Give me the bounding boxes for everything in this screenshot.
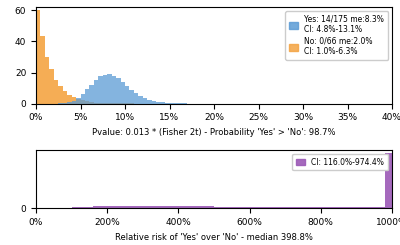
Bar <box>107 103 112 104</box>
Bar <box>134 93 138 104</box>
Bar <box>72 207 79 208</box>
Bar <box>130 90 134 104</box>
Bar <box>349 207 356 208</box>
Bar <box>103 103 107 104</box>
Bar <box>98 76 103 104</box>
Bar <box>143 206 150 208</box>
Bar <box>85 101 89 104</box>
Bar <box>79 207 86 208</box>
Bar <box>107 206 114 208</box>
Bar <box>90 102 94 104</box>
Bar <box>147 99 152 104</box>
Bar <box>36 11 40 104</box>
Bar <box>285 207 292 208</box>
Bar <box>271 207 278 208</box>
Bar <box>170 103 174 104</box>
Bar <box>120 82 125 104</box>
Bar <box>58 86 63 104</box>
Bar <box>90 85 94 104</box>
Bar <box>157 206 164 208</box>
Bar <box>356 207 364 208</box>
Bar <box>138 96 143 104</box>
Bar <box>67 102 72 104</box>
Bar <box>54 80 58 104</box>
Bar <box>80 94 85 104</box>
Bar <box>242 207 250 208</box>
Bar <box>63 91 67 104</box>
Bar <box>207 207 214 208</box>
X-axis label: Pvalue: 0.013 * (Fisher 2t) - Probability 'Yes' > 'No': 98.7%: Pvalue: 0.013 * (Fisher 2t) - Probabilit… <box>92 128 336 137</box>
Bar <box>72 97 76 104</box>
Bar <box>114 206 122 208</box>
Bar <box>86 207 93 208</box>
Bar <box>200 206 207 208</box>
Bar <box>76 98 80 104</box>
Bar <box>85 89 89 104</box>
Bar <box>45 57 49 104</box>
Bar <box>63 103 67 104</box>
Bar <box>221 207 228 208</box>
Bar <box>292 207 300 208</box>
Bar <box>300 207 306 208</box>
Bar <box>72 101 76 104</box>
Bar <box>214 207 221 208</box>
Bar <box>76 99 80 104</box>
Bar <box>116 78 120 104</box>
Bar <box>306 207 314 208</box>
Bar <box>94 103 98 104</box>
Bar <box>228 207 235 208</box>
Bar <box>193 206 200 208</box>
Bar <box>125 86 130 104</box>
Bar <box>136 206 143 208</box>
Bar <box>364 207 371 208</box>
Bar <box>152 101 156 104</box>
Bar <box>161 102 165 104</box>
Bar <box>335 207 342 208</box>
Bar <box>40 36 45 104</box>
Bar <box>385 153 392 208</box>
Bar <box>150 206 157 208</box>
Bar <box>371 207 378 208</box>
Bar <box>278 207 285 208</box>
Bar <box>235 207 242 208</box>
Bar <box>103 75 107 104</box>
Bar <box>80 100 85 104</box>
Bar <box>98 103 103 104</box>
Bar <box>264 207 271 208</box>
Bar <box>250 207 257 208</box>
Bar <box>314 207 321 208</box>
Legend: Yes: 14/175 me:8.3%
CI: 4.8%-13.1%, No: 0/66 me:2.0%
CI: 1.0%-6.3%: Yes: 14/175 me:8.3% CI: 4.8%-13.1%, No: … <box>285 11 388 60</box>
Bar <box>122 206 128 208</box>
Bar <box>171 206 178 208</box>
Bar <box>100 206 107 208</box>
Bar <box>321 207 328 208</box>
Bar <box>178 206 186 208</box>
Bar <box>156 102 161 104</box>
Bar <box>94 80 98 104</box>
Bar <box>257 207 264 208</box>
Bar <box>49 69 54 104</box>
Bar <box>93 206 100 208</box>
X-axis label: Relative risk of 'Yes' over 'No' - median 398.8%: Relative risk of 'Yes' over 'No' - media… <box>115 233 313 242</box>
Bar <box>107 74 112 104</box>
Bar <box>67 95 72 104</box>
Legend: CI: 116.0%-974.4%: CI: 116.0%-974.4% <box>292 154 388 170</box>
Bar <box>186 206 193 208</box>
Bar <box>143 98 147 104</box>
Bar <box>128 206 136 208</box>
Bar <box>112 103 116 104</box>
Bar <box>328 207 335 208</box>
Bar <box>342 207 349 208</box>
Bar <box>165 103 170 104</box>
Bar <box>164 206 171 208</box>
Bar <box>112 75 116 104</box>
